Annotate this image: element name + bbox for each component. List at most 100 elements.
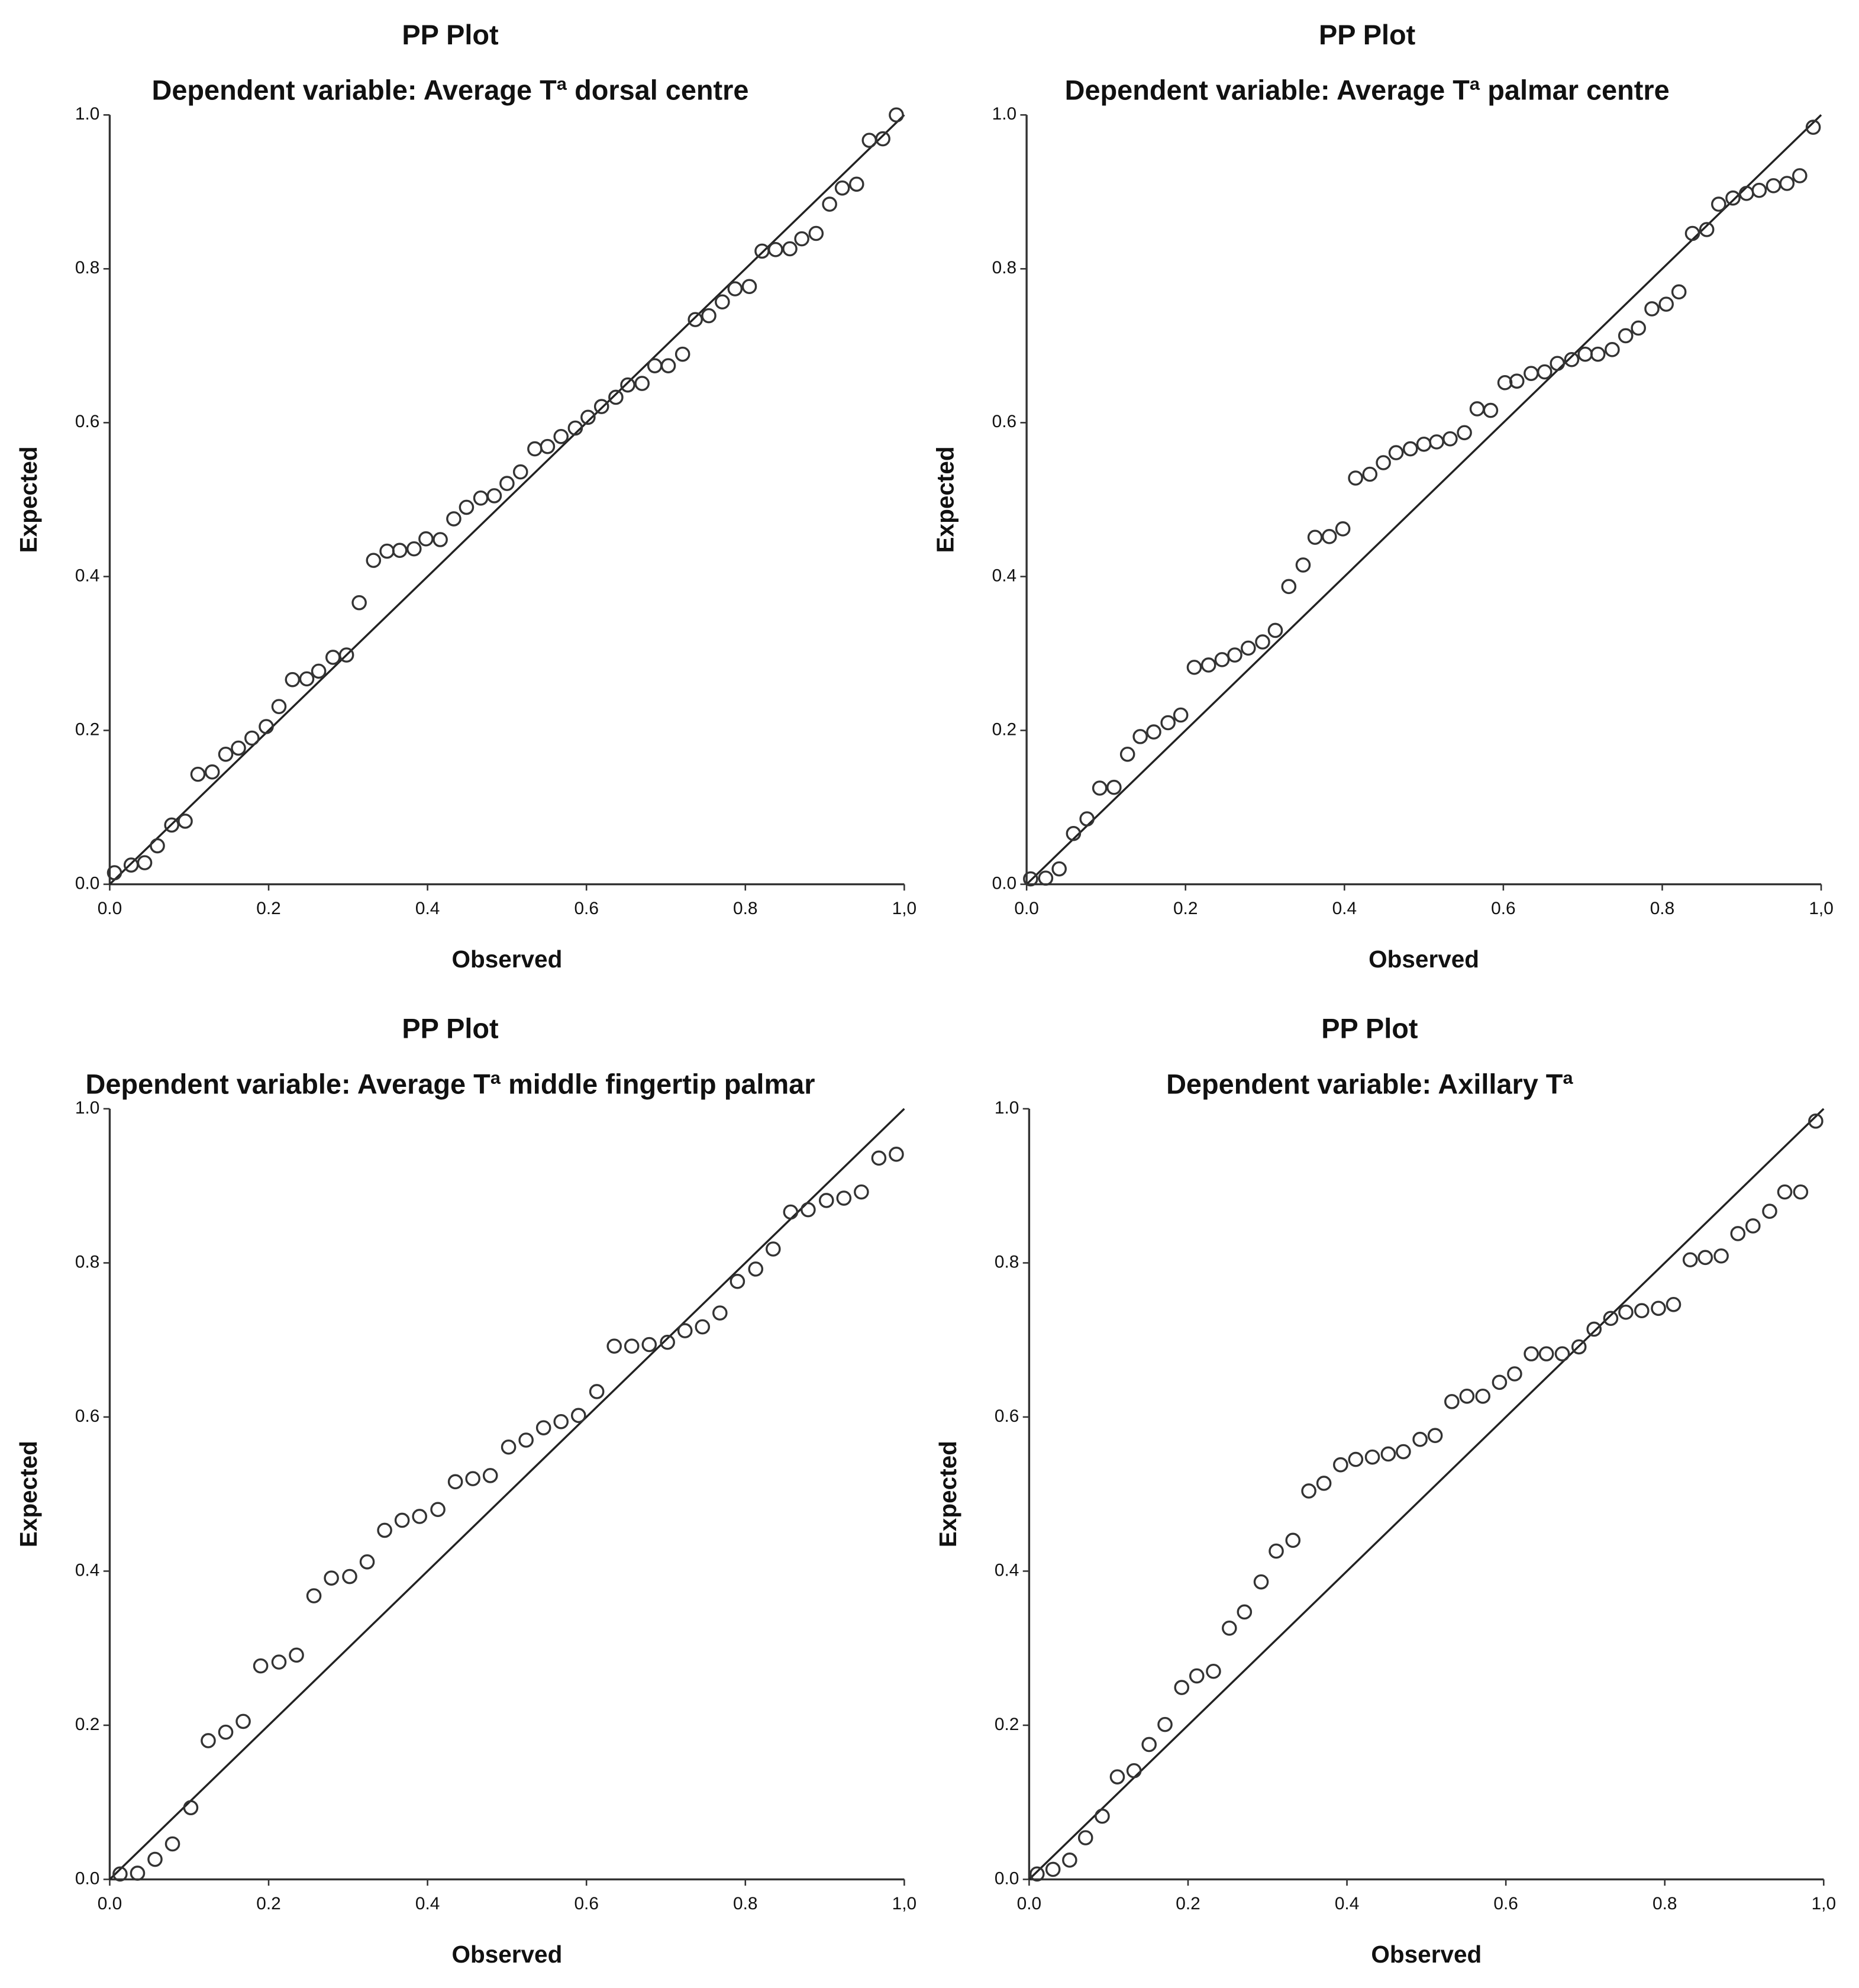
point <box>875 131 890 147</box>
point <box>473 490 489 506</box>
point <box>1739 186 1754 201</box>
point <box>137 855 153 870</box>
point <box>1281 579 1297 595</box>
x-tick-label: 1,0 <box>892 1894 916 1913</box>
point <box>567 420 583 436</box>
y-tick-label: 1.0 <box>992 104 1016 124</box>
point <box>1618 1305 1634 1320</box>
point <box>112 1866 128 1882</box>
y-tick-label: 0.6 <box>75 1406 99 1426</box>
x-tick-label: 0.0 <box>1014 899 1038 918</box>
point <box>580 409 596 425</box>
point <box>634 376 650 391</box>
point <box>1023 871 1038 887</box>
point <box>433 532 448 547</box>
y-tick-label: 0.4 <box>75 566 99 585</box>
point <box>1442 431 1458 447</box>
chart-subtitle: Dependent variable: Average Tª middle fi… <box>86 1069 815 1099</box>
point <box>624 1338 640 1354</box>
x-tick-label: 0.6 <box>574 1894 598 1913</box>
point <box>271 1654 287 1670</box>
y-tick-label: 0.0 <box>75 873 99 893</box>
point <box>834 180 850 196</box>
point <box>768 242 783 257</box>
point <box>325 650 341 665</box>
point <box>123 857 139 873</box>
point <box>218 1724 234 1740</box>
y-tick-label: 0.8 <box>75 1252 99 1271</box>
point <box>677 1323 693 1338</box>
point <box>1711 196 1726 212</box>
point <box>1577 346 1593 362</box>
point <box>695 1319 711 1335</box>
point <box>1214 652 1230 667</box>
point <box>1029 1866 1045 1882</box>
point <box>1295 557 1311 573</box>
reference-line <box>1028 1108 1825 1880</box>
x-axis-label: Observed <box>1371 1941 1482 1968</box>
y-tick-label: 0.6 <box>75 412 99 431</box>
point <box>1634 1303 1650 1318</box>
point <box>1200 657 1216 673</box>
point <box>1321 529 1337 544</box>
y-tick-label: 1.0 <box>75 104 99 124</box>
x-axis-label: Observed <box>1369 945 1479 973</box>
point <box>1682 1252 1698 1268</box>
x-tick-label: 0.4 <box>1332 899 1357 918</box>
point <box>1444 1394 1460 1409</box>
point <box>1713 1248 1729 1264</box>
point <box>1730 1226 1746 1241</box>
point <box>164 817 179 833</box>
point <box>570 1408 586 1424</box>
point <box>1173 707 1189 723</box>
point <box>1457 425 1472 441</box>
point <box>1364 1449 1380 1465</box>
point <box>1792 168 1808 183</box>
point <box>540 438 556 454</box>
point <box>459 499 475 515</box>
point <box>620 377 635 393</box>
y-tick-label: 0.8 <box>995 1252 1019 1271</box>
x-tick-label: 0.8 <box>1650 899 1674 918</box>
x-tick-label: 1,0 <box>1809 899 1833 918</box>
point <box>1301 1483 1316 1499</box>
point <box>1475 1388 1490 1404</box>
point <box>201 1733 216 1748</box>
point <box>1045 1861 1061 1877</box>
point <box>1269 1543 1284 1559</box>
point <box>1805 120 1821 135</box>
point <box>1186 660 1202 675</box>
point <box>836 1190 852 1206</box>
point <box>854 1184 869 1200</box>
point <box>183 1800 199 1816</box>
point <box>849 176 864 192</box>
point <box>446 511 461 527</box>
y-tick-label: 0.8 <box>992 258 1016 277</box>
point <box>1160 715 1176 731</box>
x-tick-label: 0.2 <box>1173 899 1198 918</box>
point <box>1651 1300 1666 1316</box>
point <box>1571 1339 1587 1355</box>
point <box>1157 1716 1173 1732</box>
y-axis-label: Expected <box>934 1441 961 1547</box>
point <box>1255 634 1270 650</box>
y-tick-label: 0.4 <box>75 1560 99 1580</box>
point <box>1316 1476 1332 1491</box>
point <box>299 671 315 687</box>
point <box>218 747 234 762</box>
y-tick-label: 0.2 <box>75 719 99 739</box>
point <box>1333 1457 1348 1473</box>
point <box>1631 320 1646 336</box>
point <box>1376 455 1391 470</box>
point <box>889 107 904 123</box>
point <box>660 1334 675 1350</box>
point <box>1469 401 1485 417</box>
point <box>1658 296 1674 312</box>
point <box>285 672 301 688</box>
point <box>1307 530 1323 545</box>
point <box>447 1474 463 1490</box>
point <box>359 1554 375 1570</box>
chart-panel: PP Plot Dependent variable: Average Tª pa… <box>932 20 1834 973</box>
point <box>593 399 609 414</box>
